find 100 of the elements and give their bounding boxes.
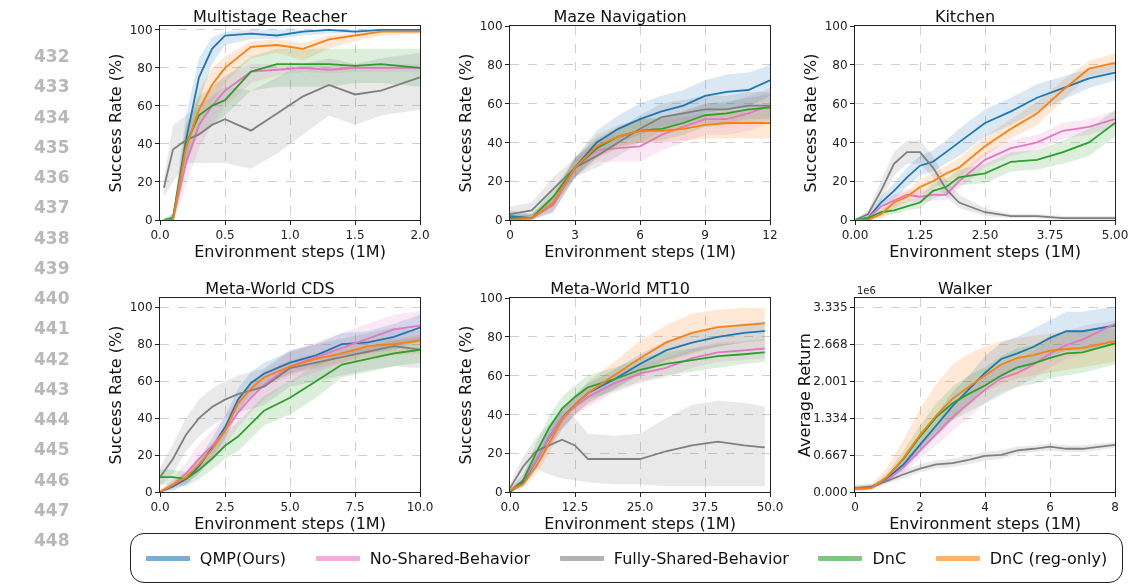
x-axis-title: Environment steps (1M) bbox=[544, 242, 736, 262]
y-tick-label: 40 bbox=[487, 135, 503, 150]
x-tick-label: 3 bbox=[571, 228, 579, 243]
x-tick-label: 6 bbox=[1046, 500, 1054, 515]
x-axis-title: Environment steps (1M) bbox=[194, 514, 386, 534]
y-tick-label: 80 bbox=[487, 58, 503, 72]
y-tick-label: 0 bbox=[144, 485, 153, 500]
y-tick-label: 0.667 bbox=[813, 448, 848, 463]
y-axis-title: Success Rate (%) bbox=[455, 325, 475, 465]
x-tick-label: 1.5 bbox=[345, 228, 365, 243]
x-tick-label: 0.00 bbox=[841, 228, 869, 243]
y-axis-title: Success Rate (%) bbox=[105, 53, 125, 193]
chart-title: Walker bbox=[937, 279, 993, 298]
y-tick-label: 100 bbox=[129, 300, 153, 315]
y-tick-label: 100 bbox=[129, 23, 153, 37]
legend-label: DnC (reg-only) bbox=[989, 548, 1108, 568]
y-tick-label: 100 bbox=[824, 19, 848, 34]
y-tick-label: 60 bbox=[832, 96, 848, 111]
chart-title: Meta-World MT10 bbox=[550, 279, 690, 298]
x-tick-label: 25.0 bbox=[626, 500, 654, 515]
text: 441 bbox=[34, 318, 70, 339]
text: 436 bbox=[34, 167, 70, 187]
y-tick-label: 0 bbox=[144, 213, 153, 228]
line-series bbox=[163, 76, 420, 189]
x-tick-label: 50.0 bbox=[756, 500, 784, 515]
y-tick-label: 20 bbox=[137, 448, 153, 463]
y-tick-label: 60 bbox=[487, 96, 503, 111]
text: 447 bbox=[34, 499, 70, 520]
y-tick-label: 40 bbox=[832, 135, 848, 150]
y-tick-label: 20 bbox=[832, 174, 848, 189]
text: 446 bbox=[34, 469, 70, 490]
x-tick-label: 8 bbox=[1111, 500, 1119, 515]
y-tick-label: 3.335 bbox=[813, 300, 848, 315]
x-tick-label: 0.0 bbox=[150, 228, 170, 243]
x-tick-label: 0 bbox=[851, 500, 859, 515]
text: 435 bbox=[34, 136, 70, 157]
y-axis-title: Success Rate (%) bbox=[455, 53, 475, 193]
x-tick-label: 0.5 bbox=[215, 228, 235, 243]
x-tick-label: 2.5 bbox=[215, 500, 235, 515]
x-tick-label: 1.25 bbox=[906, 228, 934, 243]
y-tick-label: 40 bbox=[137, 411, 153, 426]
x-tick-label: 3.75 bbox=[1036, 228, 1064, 243]
x-tick-label: 7.5 bbox=[345, 500, 365, 515]
x-tick-label: 6 bbox=[636, 228, 644, 243]
x-tick-label: 5.00 bbox=[1101, 228, 1129, 243]
y-tick-label: 100 bbox=[479, 19, 503, 34]
x-tick-label: 2.50 bbox=[971, 228, 999, 243]
text: 443 bbox=[34, 378, 70, 399]
y-tick-label: 60 bbox=[137, 374, 153, 389]
x-tick-label: 2 bbox=[916, 500, 924, 515]
text: 442 bbox=[34, 348, 70, 369]
y-axis-title: Success Rate (%) bbox=[800, 53, 820, 193]
y-axis-title: Average Return bbox=[795, 333, 814, 457]
text: 448 bbox=[34, 530, 70, 550]
legend-label: QMP(Ours) bbox=[199, 548, 287, 568]
x-axis-title: Environment steps (1M) bbox=[889, 242, 1081, 262]
x-tick-label: 12.5 bbox=[561, 500, 589, 515]
y-tick-label: 40 bbox=[487, 407, 503, 422]
text: 439 bbox=[34, 257, 70, 278]
text: 433 bbox=[34, 76, 70, 97]
x-tick-label: 37.5 bbox=[691, 500, 719, 515]
y-tick-label: 20 bbox=[487, 446, 503, 461]
y-tick-label: 80 bbox=[832, 58, 848, 72]
chart-title: Maze Navigation bbox=[553, 7, 687, 26]
x-tick-label: 2.0 bbox=[410, 228, 430, 243]
legend-label: DnC bbox=[872, 548, 907, 568]
x-tick-label: 10.0 bbox=[406, 500, 434, 515]
y-tick-label: 60 bbox=[487, 368, 503, 383]
text: 432 bbox=[34, 46, 70, 66]
x-tick-label: 5.0 bbox=[280, 500, 300, 515]
y-tick-label: 80 bbox=[137, 337, 153, 352]
text: 1e6 bbox=[857, 285, 876, 296]
chart-title: Multistage Reacher bbox=[192, 7, 348, 26]
text: 437 bbox=[34, 197, 70, 218]
y-tick-label: 20 bbox=[487, 174, 503, 189]
y-tick-label: 0 bbox=[494, 213, 503, 228]
x-tick-label: 0.0 bbox=[150, 500, 170, 515]
x-axis-title: Environment steps (1M) bbox=[194, 242, 386, 262]
y-tick-label: 2.001 bbox=[813, 374, 848, 389]
x-tick-label: 0 bbox=[506, 228, 514, 243]
y-tick-label: 100 bbox=[479, 291, 503, 306]
text: 440 bbox=[34, 288, 70, 308]
legend-label: Fully-Shared-Behavior bbox=[613, 548, 789, 568]
y-tick-label: 0.000 bbox=[813, 485, 848, 500]
chart-title: Meta-World CDS bbox=[205, 279, 335, 298]
y-tick-label: 60 bbox=[137, 99, 153, 114]
y-tick-label: 20 bbox=[137, 175, 153, 190]
x-tick-label: 4 bbox=[981, 500, 989, 515]
y-tick-label: 0 bbox=[839, 213, 848, 228]
y-tick-label: 2.668 bbox=[813, 337, 848, 352]
x-tick-label: 0.0 bbox=[500, 500, 520, 515]
text: 445 bbox=[34, 439, 70, 460]
x-axis-title: Environment steps (1M) bbox=[544, 514, 736, 534]
x-axis-title: Environment steps (1M) bbox=[889, 514, 1081, 534]
y-tick-label: 80 bbox=[487, 330, 503, 344]
y-tick-label: 40 bbox=[137, 137, 153, 152]
legend-label: No-Shared-Behavior bbox=[369, 548, 531, 568]
x-tick-label: 9 bbox=[701, 228, 709, 243]
line-series bbox=[510, 438, 766, 490]
y-tick-label: 80 bbox=[137, 61, 153, 76]
